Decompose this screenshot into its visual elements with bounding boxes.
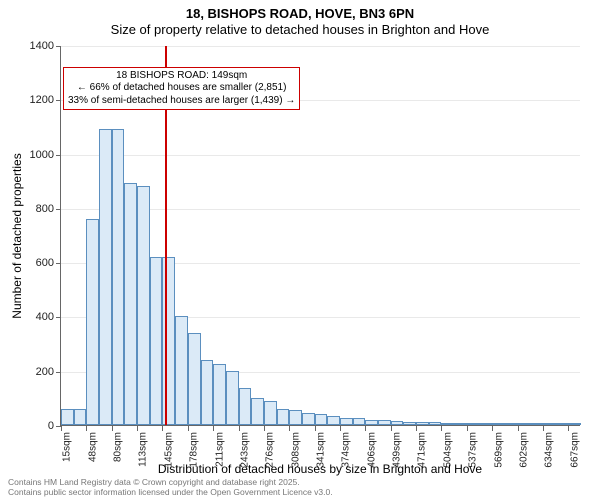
histogram-bar (213, 364, 226, 425)
title-subtitle: Size of property relative to detached ho… (0, 22, 600, 38)
histogram-bar (543, 423, 556, 425)
footer-attribution: Contains HM Land Registry data © Crown c… (8, 478, 333, 498)
y-tick-label: 400 (14, 311, 54, 323)
y-gridline (61, 46, 580, 47)
y-tick-label: 200 (14, 366, 54, 378)
x-tick (416, 426, 417, 431)
histogram-bar (251, 398, 264, 425)
histogram-bar (264, 401, 277, 425)
x-tick (543, 426, 544, 431)
chart-title-block: 18, BISHOPS ROAD, HOVE, BN3 6PN Size of … (0, 0, 600, 39)
histogram-bar (315, 414, 328, 425)
x-tick (518, 426, 519, 431)
y-tick (56, 100, 61, 101)
plot-area: 15sqm48sqm80sqm113sqm145sqm178sqm211sqm2… (60, 46, 580, 426)
histogram-bar (201, 360, 214, 425)
histogram-bar (226, 371, 239, 425)
x-tick (340, 426, 341, 431)
histogram-bar (480, 423, 493, 425)
x-tick-label: 15sqm (62, 432, 73, 462)
histogram-bar (429, 422, 442, 425)
histogram-bar (302, 413, 315, 425)
histogram-bar (403, 422, 416, 425)
histogram-bar (518, 423, 531, 425)
histogram-bar (112, 129, 125, 425)
annotation-line: 18 BISHOPS ROAD: 149sqm (68, 70, 295, 83)
chart-area: 15sqm48sqm80sqm113sqm145sqm178sqm211sqm2… (60, 46, 580, 426)
histogram-bar (416, 422, 429, 425)
y-tick (56, 263, 61, 264)
x-tick (391, 426, 392, 431)
histogram-bar (137, 186, 150, 425)
x-tick (441, 426, 442, 431)
y-tick (56, 209, 61, 210)
x-tick (239, 426, 240, 431)
annotation-callout: 18 BISHOPS ROAD: 149sqm← 66% of detached… (63, 67, 300, 111)
histogram-bar (378, 420, 391, 425)
histogram-bar (327, 416, 340, 426)
x-tick (162, 426, 163, 431)
histogram-bar (188, 333, 201, 425)
y-tick-label: 0 (14, 420, 54, 432)
histogram-bar (353, 418, 366, 425)
y-tick (56, 155, 61, 156)
histogram-bar (239, 388, 252, 425)
histogram-bar (492, 423, 505, 425)
histogram-bar (441, 423, 454, 425)
histogram-bar (124, 183, 137, 425)
histogram-bar (86, 219, 99, 425)
annotation-line: 33% of semi-detached houses are larger (… (68, 95, 295, 108)
y-tick-label: 600 (14, 257, 54, 269)
footer-line2: Contains public sector information licen… (8, 488, 333, 498)
y-axis-title: Number of detached properties (10, 153, 24, 318)
x-tick (568, 426, 569, 431)
y-tick (56, 46, 61, 47)
histogram-bar (289, 410, 302, 425)
x-tick (365, 426, 366, 431)
x-tick (112, 426, 113, 431)
title-address: 18, BISHOPS ROAD, HOVE, BN3 6PN (0, 6, 600, 22)
x-tick (86, 426, 87, 431)
y-gridline (61, 155, 580, 156)
x-tick (61, 426, 62, 431)
histogram-bar (530, 423, 543, 425)
x-tick-label: 48sqm (87, 432, 98, 462)
x-tick (213, 426, 214, 431)
x-tick (289, 426, 290, 431)
histogram-bar (340, 418, 353, 425)
histogram-bar (365, 420, 378, 425)
x-tick (264, 426, 265, 431)
histogram-bar (175, 316, 188, 425)
y-tick (56, 372, 61, 373)
y-tick-label: 1200 (14, 94, 54, 106)
histogram-bar (556, 423, 569, 425)
x-tick (188, 426, 189, 431)
histogram-bar (391, 421, 404, 425)
x-tick (315, 426, 316, 431)
x-tick (492, 426, 493, 431)
y-tick (56, 317, 61, 318)
histogram-bar (74, 409, 87, 425)
histogram-bar (467, 423, 480, 425)
x-tick-label: 80sqm (113, 432, 124, 462)
y-tick-label: 800 (14, 203, 54, 215)
histogram-bar (99, 129, 112, 425)
histogram-bar (150, 257, 163, 425)
x-axis-title: Distribution of detached houses by size … (60, 462, 580, 476)
y-tick-label: 1000 (14, 149, 54, 161)
x-tick (137, 426, 138, 431)
histogram-bar (568, 423, 581, 425)
y-tick-label: 1400 (14, 40, 54, 52)
histogram-bar (505, 423, 518, 425)
x-tick (467, 426, 468, 431)
histogram-bar (277, 409, 290, 425)
annotation-line: ← 66% of detached houses are smaller (2,… (68, 82, 295, 95)
histogram-bar (61, 409, 74, 425)
histogram-bar (454, 423, 467, 425)
